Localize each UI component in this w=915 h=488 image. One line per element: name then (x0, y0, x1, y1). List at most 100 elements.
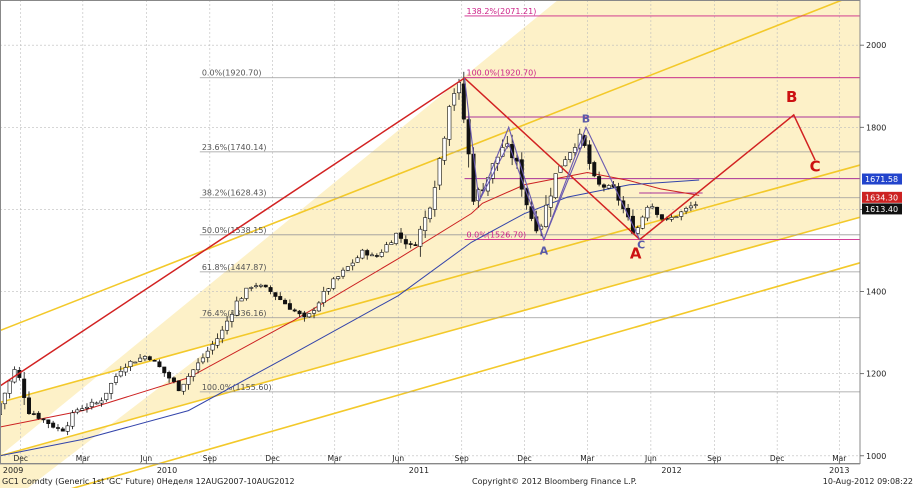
x-month-label: Jun (391, 454, 404, 463)
candle-body (176, 380, 181, 392)
candle-body (331, 278, 336, 289)
candle-body (307, 313, 312, 318)
price-tag-label: 1613.40 (865, 205, 898, 214)
candle-body (123, 367, 128, 373)
x-month-label: Sep (707, 454, 721, 463)
x-month-label: Sep (455, 454, 469, 463)
candle-body (384, 244, 389, 253)
candle-body (389, 242, 394, 245)
candle-body (2, 392, 7, 405)
candle-body (128, 361, 133, 367)
candle-body (684, 208, 689, 212)
candle-body (113, 376, 118, 383)
candle-body (104, 392, 109, 401)
candle-body (99, 400, 104, 404)
channel-line (0, 216, 861, 457)
moving-averages (0, 171, 700, 457)
candle-body (606, 185, 611, 189)
candle-body (181, 383, 186, 392)
candle-body (292, 309, 297, 312)
candle-body (118, 370, 123, 377)
y-tick-label: 1800 (866, 123, 886, 132)
candle-body (543, 204, 548, 227)
footer-timestamp: 10-Aug-2012 09:08:22 (822, 477, 913, 486)
candle-body (46, 419, 51, 424)
candle-body (432, 187, 437, 210)
candle-body (669, 217, 674, 220)
x-month-label: Mar (832, 454, 847, 463)
candle-body (674, 216, 679, 219)
y-tick-label: 2000 (866, 41, 886, 50)
candle-body (563, 159, 568, 167)
candle-body (655, 206, 660, 215)
candle-body (157, 361, 162, 368)
candle-body (239, 298, 244, 302)
candle-body (394, 232, 399, 244)
purple-abc-pattern (463, 77, 641, 242)
candle-body (341, 269, 346, 277)
candle-body (316, 302, 321, 312)
candle-body (592, 162, 597, 177)
candle-body (650, 206, 655, 209)
candle-body (254, 285, 259, 288)
candle-body (355, 257, 360, 263)
fib-retracement-label: 23.6%(1740.14) (202, 143, 267, 152)
y-tick-label: 1000 (866, 452, 886, 461)
candle-body (210, 344, 215, 351)
candle-body (249, 287, 254, 289)
fib-extension-label: 138.2%(2071.21) (467, 7, 537, 16)
candle-body (597, 176, 602, 185)
candle-body (89, 401, 94, 407)
candle-body (312, 310, 317, 314)
channel-line (0, 164, 861, 404)
candle-body (302, 312, 307, 318)
fib-retracement-label: 100.0%(1155.60) (202, 383, 272, 392)
candle-body (601, 184, 606, 188)
candle-body (345, 266, 350, 271)
price-tag-label: 1634.30 (865, 193, 898, 202)
candle-body (147, 356, 152, 360)
price-tag-bg (862, 203, 902, 215)
candle-body (70, 412, 75, 427)
candle-body (55, 427, 60, 429)
candle-body (548, 195, 553, 208)
candle-body (109, 383, 114, 394)
candle-body (645, 206, 650, 219)
price-tag-bg (862, 173, 902, 185)
candle-body (244, 287, 249, 299)
channel-band (0, 0, 860, 488)
fib-retracement-label: 61.8%(1447.87) (202, 263, 267, 272)
candle-body (568, 152, 573, 160)
moving-average-line (0, 179, 700, 457)
candle-body (133, 361, 138, 364)
candle-body (234, 300, 239, 316)
candle-body (142, 356, 147, 360)
candle-body (215, 338, 220, 346)
candle-body (60, 428, 65, 432)
x-month-label: Mar (580, 454, 595, 463)
candle-body (688, 205, 693, 209)
candle-body (659, 214, 664, 220)
footer-copyright: Copyright© 2012 Bloomberg Finance L.P. (472, 477, 637, 486)
candle-body (321, 291, 326, 303)
wave-label: A (630, 245, 642, 263)
candle-body (65, 425, 70, 432)
candle-body (413, 244, 418, 246)
x-month-label: Jun (139, 454, 152, 463)
x-year-label: 2009 (3, 466, 23, 475)
candle-body (374, 255, 379, 257)
candle-body (220, 329, 225, 340)
candle-body (283, 299, 288, 305)
candle-body (287, 303, 292, 310)
candle-body (466, 119, 471, 155)
x-year-label: 2013 (829, 466, 849, 475)
candle-body (427, 207, 432, 220)
fib-retracement-label: 76.4%(1336.16) (202, 309, 267, 318)
candle-body (191, 369, 196, 377)
candle-body (36, 412, 41, 419)
candle-body (94, 402, 99, 405)
candle-body (196, 362, 201, 371)
candle-body (205, 350, 210, 358)
candle-body (75, 409, 80, 413)
candle-body (587, 144, 592, 164)
